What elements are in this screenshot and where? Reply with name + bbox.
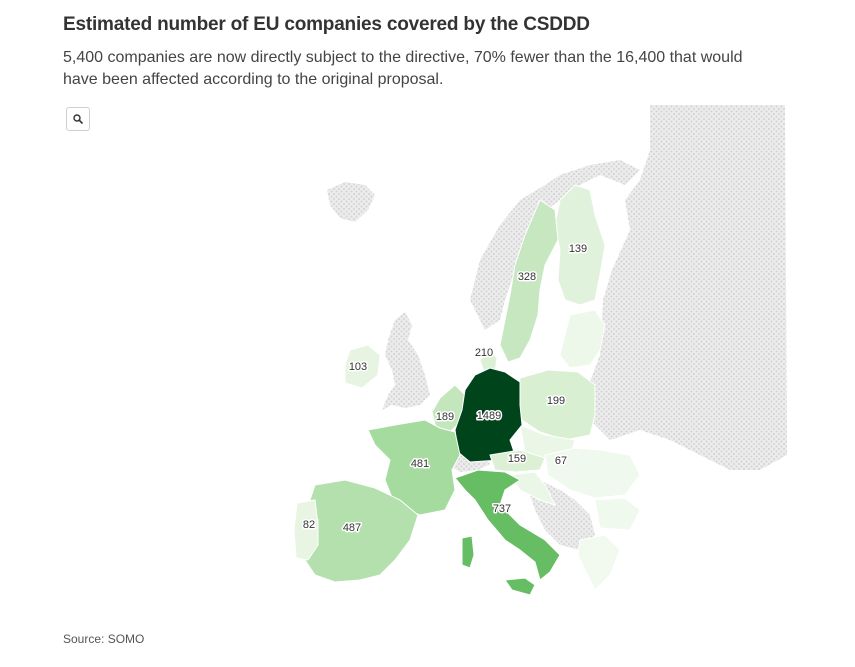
sicily-region[interactable]: [504, 577, 536, 596]
bulgaria-region[interactable]: [594, 497, 641, 531]
label-france: 481: [411, 458, 429, 470]
baltics-region[interactable]: [559, 309, 606, 369]
label-ireland: 103: [349, 361, 367, 373]
eu-regions: [293, 184, 641, 596]
label-germany-halo: 1489: [477, 410, 501, 422]
label-sweden: 328: [518, 271, 536, 283]
non-eu-region: [327, 105, 787, 550]
uk-region: [382, 312, 430, 410]
value-labels: 139 139 328 328 210 210 103 103 199 199 …: [301, 242, 588, 536]
hungary-region[interactable]: [544, 447, 641, 499]
label-italy-halo: 737: [493, 503, 511, 515]
france-region[interactable]: [367, 419, 461, 516]
label-netherlands: 189: [436, 411, 454, 423]
zoom-button[interactable]: [66, 107, 90, 131]
portugal-region[interactable]: [293, 499, 319, 561]
label-finland-halo: 139: [569, 243, 587, 255]
label-netherlands-halo: 189: [436, 411, 454, 423]
label-portugal: 82: [303, 519, 315, 531]
label-germany: 1489: [477, 410, 501, 422]
source-note: Source: SOMO: [63, 632, 145, 646]
sardinia-region[interactable]: [461, 535, 475, 569]
label-poland-halo: 199: [547, 395, 565, 407]
label-italy: 737: [493, 503, 511, 515]
label-poland: 199: [547, 395, 565, 407]
label-denmark: 210: [475, 347, 493, 359]
label-sweden-halo: 328: [518, 271, 536, 283]
label-portugal-halo: 82: [303, 519, 315, 531]
austria-region[interactable]: [489, 449, 546, 473]
label-spain: 487: [343, 522, 361, 534]
label-finland: 139: [569, 243, 587, 255]
sweden-region[interactable]: [499, 199, 559, 363]
ireland-region[interactable]: [344, 344, 381, 389]
europe-map: 139 139 328 328 210 210 103 103 199 199 …: [293, 105, 787, 596]
croatia-region[interactable]: [509, 471, 556, 506]
label-hungary-halo: 67: [555, 455, 567, 467]
label-austria-halo: 159: [508, 453, 526, 465]
chart-subtitle: 5,400 companies are now directly subject…: [63, 49, 743, 88]
label-ireland-halo: 103: [349, 361, 367, 373]
greece-region[interactable]: [577, 534, 621, 591]
label-france-halo: 481: [411, 458, 429, 470]
search-icon: [73, 114, 83, 124]
finland-region[interactable]: [554, 184, 606, 306]
italy-region[interactable]: [454, 469, 561, 581]
chart-title: Estimated number of EU companies covered…: [63, 14, 590, 35]
label-denmark-halo: 210: [475, 347, 493, 359]
label-spain-halo: 487: [343, 522, 361, 534]
label-austria: 159: [508, 453, 526, 465]
label-hungary: 67: [555, 455, 567, 467]
